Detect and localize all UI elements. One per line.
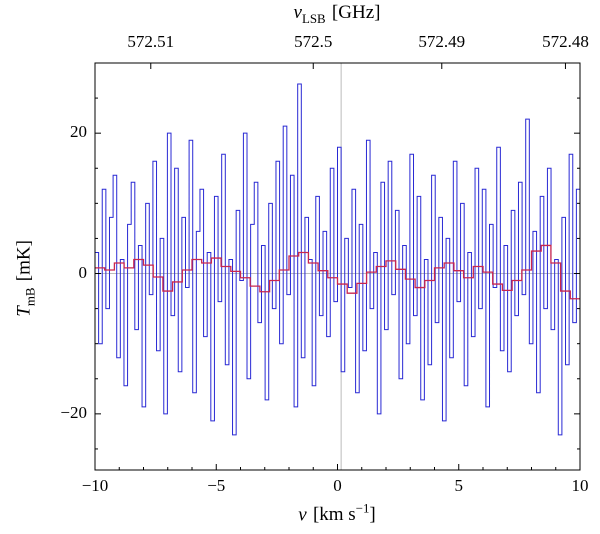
x-axis-unit: [km s−1] xyxy=(312,501,376,526)
x-tick-label: 5 xyxy=(454,476,464,495)
top-axis-title: νLSB [GHz] xyxy=(294,2,381,27)
x-tick-label: −5 xyxy=(207,476,226,495)
top-tick-label: 572.49 xyxy=(418,32,466,51)
temperature-subscript: mB xyxy=(22,287,38,307)
x-tick-label: 0 xyxy=(333,476,342,495)
nu-symbol: ν xyxy=(293,2,302,23)
observed-spectrum-trace xyxy=(95,83,580,436)
velocity-symbol: v xyxy=(298,504,307,526)
top-axis-unit: [GHz] xyxy=(331,2,381,23)
top-tick-label: 572.5 xyxy=(294,32,333,51)
y-tick-label: 0 xyxy=(78,262,88,282)
y-tick-label: 20 xyxy=(70,122,87,142)
top-tick-label: 572.48 xyxy=(542,32,589,51)
x-axis-label: v [km s−1] xyxy=(298,501,376,526)
top-tick-label: 572.51 xyxy=(127,32,175,51)
x-tick-label: −10 xyxy=(81,476,109,495)
smoothed-spectrum-trace xyxy=(95,244,580,300)
y-tick-label: −20 xyxy=(60,402,87,422)
y-axis-unit: [mK] xyxy=(13,240,35,282)
nu-subscript: LSB xyxy=(301,10,326,26)
y-axis-label: TmB [mK] xyxy=(14,228,39,328)
x-tick-label: 10 xyxy=(571,476,589,495)
temperature-symbol: T xyxy=(13,306,35,317)
